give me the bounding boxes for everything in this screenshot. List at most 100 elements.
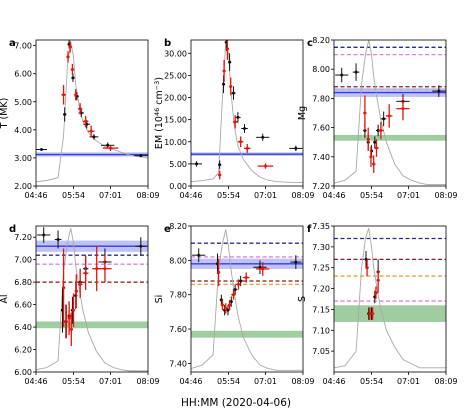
- red-point: [365, 259, 369, 277]
- red-point: [87, 125, 95, 137]
- black-point: [432, 85, 446, 97]
- x-tick-label: 04:46: [24, 377, 47, 386]
- red-marker: [89, 129, 93, 133]
- plot-area: [191, 40, 303, 183]
- y-tick-label: 5.00: [14, 98, 32, 107]
- y-tick-label: 8.20: [312, 36, 330, 45]
- red-marker: [62, 93, 66, 97]
- y-tick-label: 6.40: [14, 323, 32, 332]
- x-tick-label: 07:01: [254, 191, 277, 200]
- panel-letter: a: [9, 38, 16, 49]
- red-marker: [369, 155, 373, 159]
- y-tick-label: 5.00: [169, 160, 187, 169]
- y-tick-label: 6.00: [14, 70, 32, 79]
- black-point: [218, 160, 222, 170]
- black-point: [231, 86, 236, 100]
- black-marker: [294, 260, 298, 264]
- x-tick-label: 05:54: [217, 191, 240, 200]
- red-marker: [218, 173, 222, 177]
- red-point: [232, 115, 238, 129]
- black-point: [54, 230, 62, 249]
- red-marker: [67, 316, 71, 320]
- red-marker: [229, 84, 233, 88]
- y-tick-label: 7.20: [312, 182, 330, 191]
- y-tick-label: 0.00: [169, 182, 187, 191]
- y-tick-label: 8.20: [169, 222, 187, 231]
- panel-letter: b: [164, 38, 171, 49]
- red-marker: [374, 146, 378, 150]
- x-tick-label: 05:54: [360, 191, 383, 200]
- plot-area: [36, 227, 148, 372]
- red-point: [242, 272, 250, 283]
- red-point: [74, 89, 78, 101]
- x-tick-label: 05:54: [217, 377, 240, 386]
- black-point: [37, 227, 51, 243]
- red-marker: [379, 129, 383, 133]
- y-tick-label: 30.00: [164, 49, 187, 58]
- black-point: [335, 67, 349, 83]
- panel-f: 04:46 05:54 07:01 08:09 7.05 7.10 7.15 7.20 7.25…: [297, 222, 458, 386]
- black-marker: [437, 89, 441, 93]
- x-tick-label: 04:46: [24, 191, 47, 200]
- red-marker: [78, 107, 82, 111]
- black-marker: [231, 91, 235, 95]
- red-point: [82, 256, 89, 291]
- red-point: [61, 248, 66, 328]
- x-tick-label: 04:46: [179, 191, 202, 200]
- red-point: [220, 299, 225, 311]
- y-tick-label: 7.00: [14, 256, 32, 265]
- grey-lightcurve: [191, 229, 303, 371]
- red-marker: [70, 67, 74, 71]
- red-marker: [224, 306, 228, 310]
- plot-area: [36, 40, 148, 183]
- red-point: [256, 262, 270, 276]
- black-marker: [106, 143, 110, 147]
- axes-frame: [35, 39, 149, 187]
- red-marker: [372, 162, 376, 166]
- red-point: [77, 103, 83, 115]
- red-point: [74, 274, 78, 308]
- red-point: [218, 170, 222, 180]
- y-tick-label: 7.60: [169, 325, 187, 334]
- red-point: [257, 163, 274, 169]
- y-axis-label-superscript: 46: [153, 108, 161, 116]
- x-tick-label: 04:46: [179, 377, 202, 386]
- red-point: [396, 96, 410, 121]
- red-point: [376, 267, 380, 293]
- y-axis-label-part: cm: [154, 90, 165, 108]
- red-marker: [74, 93, 78, 97]
- black-marker: [197, 253, 201, 257]
- black-marker: [354, 70, 358, 74]
- shared-x-axis-label: HH:MM (2020-04-06): [181, 397, 291, 409]
- y-axis-label: Mg: [297, 106, 308, 120]
- red-point: [225, 40, 230, 60]
- black-marker: [340, 73, 344, 77]
- black-marker: [236, 115, 240, 119]
- red-point: [64, 304, 68, 339]
- black-point: [241, 124, 248, 133]
- red-point: [372, 155, 376, 173]
- y-axis-label: Si: [154, 295, 165, 304]
- red-marker: [217, 270, 221, 274]
- red-point: [374, 286, 378, 299]
- red-marker: [263, 164, 267, 168]
- axes-frame: [35, 225, 149, 373]
- red-point: [368, 307, 372, 320]
- red-point: [229, 77, 233, 96]
- red-point: [69, 312, 73, 347]
- red-point: [385, 104, 393, 128]
- red-marker: [222, 69, 226, 73]
- red-marker: [78, 282, 82, 286]
- red-point: [370, 307, 375, 320]
- black-marker: [139, 244, 143, 248]
- black-marker: [239, 279, 243, 283]
- black-point: [192, 248, 206, 263]
- x-tick-label: 07:01: [254, 377, 277, 386]
- grey-lightcurve: [191, 42, 303, 183]
- red-marker: [236, 282, 240, 286]
- black-point: [235, 112, 241, 123]
- panel-c: 04:46 05:54 07:01 08:09 7.20 7.40 7.60 7.80 8.00…: [297, 36, 458, 200]
- red-point: [227, 299, 232, 311]
- x-tick-label: 07:01: [99, 191, 122, 200]
